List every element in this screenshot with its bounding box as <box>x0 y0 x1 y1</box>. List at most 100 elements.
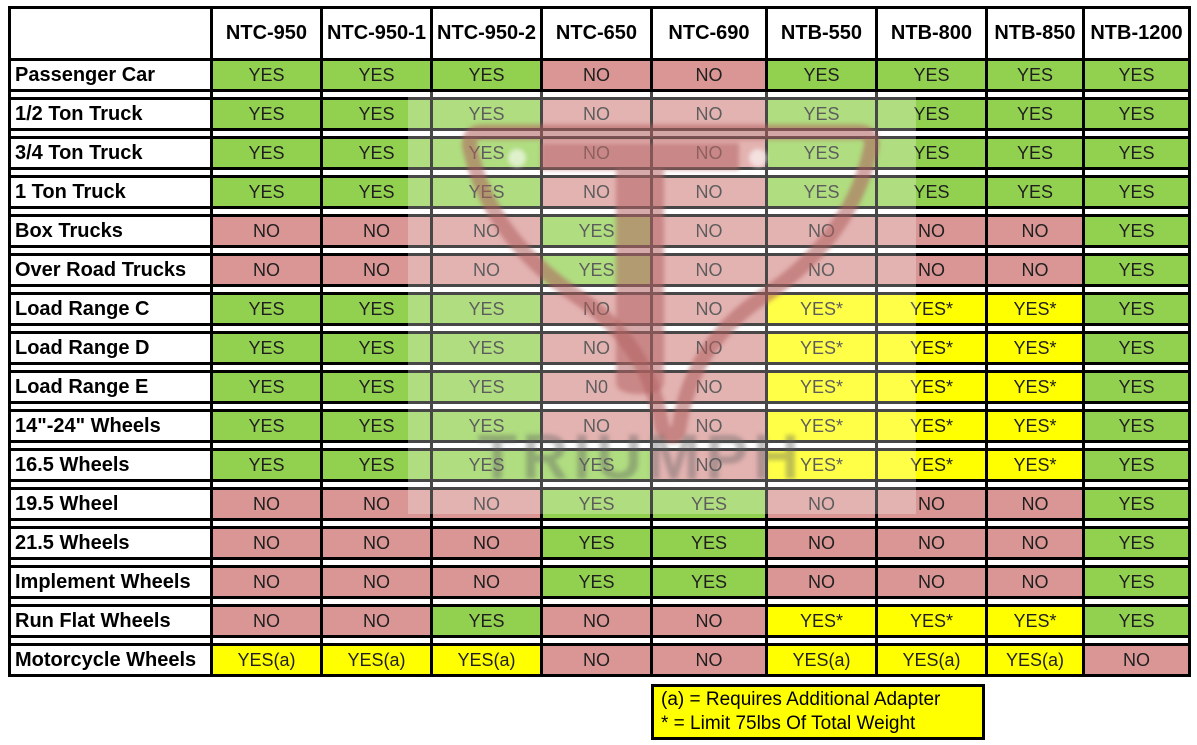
spacer-cell <box>765 90 878 99</box>
matrix-cell: YES <box>985 136 1085 170</box>
column-header: NTB-550 <box>765 6 878 61</box>
matrix-cell: NO <box>650 448 768 482</box>
matrix-cell: YES <box>875 58 988 92</box>
matrix-cell: YES <box>1082 331 1191 365</box>
spacer-cell <box>875 324 988 333</box>
spacer-cell <box>985 480 1085 489</box>
matrix-cell: NO <box>540 97 653 131</box>
spacer-cell <box>8 129 213 138</box>
matrix-cell: YES <box>985 175 1085 209</box>
matrix-cell: YES* <box>985 331 1085 365</box>
row-label: Load Range C <box>8 292 213 326</box>
spacer-cell <box>985 441 1085 450</box>
spacer-cell <box>650 636 768 645</box>
spacer-cell <box>1082 441 1191 450</box>
matrix-cell: NO <box>650 175 768 209</box>
matrix-cell: YES <box>1082 409 1191 443</box>
matrix-cell: YES* <box>765 331 878 365</box>
spacer-cell <box>875 597 988 606</box>
spacer-row <box>8 168 1191 177</box>
spacer-cell <box>765 363 878 372</box>
spacer-cell <box>210 363 323 372</box>
table-row: Load Range C YES YES YES NO NO YES* YES* YES* YES <box>8 292 1191 326</box>
matrix-cell: YES* <box>765 292 878 326</box>
spacer-cell <box>540 558 653 567</box>
matrix-cell: YES <box>320 136 433 170</box>
spacer-cell <box>210 207 323 216</box>
matrix-cell: NO <box>320 253 433 287</box>
spacer-cell <box>650 441 768 450</box>
matrix-cell: NO <box>650 409 768 443</box>
matrix-cell: YES* <box>875 292 988 326</box>
matrix-cell: NO <box>540 409 653 443</box>
matrix-cell: YES <box>1082 565 1191 599</box>
table-row: 21.5 Wheels NO NO NO YES YES NO NO NO YES <box>8 526 1191 560</box>
spacer-cell <box>1082 90 1191 99</box>
spacer-cell <box>765 441 878 450</box>
spacer-cell <box>650 402 768 411</box>
matrix-cell: YES <box>1082 487 1191 521</box>
spacer-cell <box>430 363 543 372</box>
spacer-cell <box>875 558 988 567</box>
spacer-cell <box>765 558 878 567</box>
row-label: 14"-24" Wheels <box>8 409 213 443</box>
matrix-cell: YES <box>430 136 543 170</box>
matrix-cell: NO <box>765 565 878 599</box>
matrix-cell: NO <box>540 58 653 92</box>
spacer-cell <box>1082 558 1191 567</box>
spacer-cell <box>540 168 653 177</box>
spacer-cell <box>210 168 323 177</box>
spacer-cell <box>8 90 213 99</box>
spacer-cell <box>1082 168 1191 177</box>
matrix-cell: NO <box>650 604 768 638</box>
matrix-cell: NO <box>320 526 433 560</box>
matrix-cell: YES <box>1082 214 1191 248</box>
spacer-row <box>8 558 1191 567</box>
spacer-cell <box>985 402 1085 411</box>
matrix-cell: YES <box>430 97 543 131</box>
matrix-cell: YES <box>540 448 653 482</box>
spacer-cell <box>320 324 433 333</box>
matrix-cell: NO <box>985 487 1085 521</box>
spacer-cell <box>430 558 543 567</box>
matrix-cell: NO <box>210 253 323 287</box>
spacer-cell <box>320 480 433 489</box>
spacer-cell <box>650 285 768 294</box>
spacer-cell <box>875 519 988 528</box>
spacer-cell <box>765 246 878 255</box>
table-header: NTC-950 NTC-950-1 NTC-950-2 NTC-650 NTC-690 N… <box>8 6 1191 61</box>
row-label: 3/4 Ton Truck <box>8 136 213 170</box>
spacer-cell <box>985 207 1085 216</box>
spacer-cell <box>8 636 213 645</box>
matrix-cell: NO <box>875 253 988 287</box>
matrix-cell: YES* <box>765 370 878 404</box>
matrix-cell: YES <box>210 448 323 482</box>
spacer-cell <box>430 402 543 411</box>
spacer-cell <box>765 636 878 645</box>
spacer-cell <box>320 558 433 567</box>
matrix-cell: NO <box>210 604 323 638</box>
spacer-cell <box>430 324 543 333</box>
matrix-cell: YES <box>320 58 433 92</box>
spacer-row <box>8 402 1191 411</box>
matrix-cell: YES <box>210 292 323 326</box>
matrix-cell: NO <box>320 565 433 599</box>
matrix-cell: NO <box>650 97 768 131</box>
spacer-cell <box>985 324 1085 333</box>
spacer-cell <box>320 519 433 528</box>
row-label: 16.5 Wheels <box>8 448 213 482</box>
spacer-cell <box>320 441 433 450</box>
matrix-cell: YES <box>1082 604 1191 638</box>
row-label: Load Range D <box>8 331 213 365</box>
spacer-cell <box>320 90 433 99</box>
spacer-cell <box>540 129 653 138</box>
column-header: NTC-650 <box>540 6 653 61</box>
matrix-cell: NO <box>430 253 543 287</box>
spacer-cell <box>8 597 213 606</box>
spacer-cell <box>650 363 768 372</box>
matrix-cell: NO <box>540 136 653 170</box>
matrix-cell: YES <box>430 409 543 443</box>
spacer-cell <box>430 207 543 216</box>
matrix-cell: NO <box>985 214 1085 248</box>
spacer-cell <box>320 363 433 372</box>
